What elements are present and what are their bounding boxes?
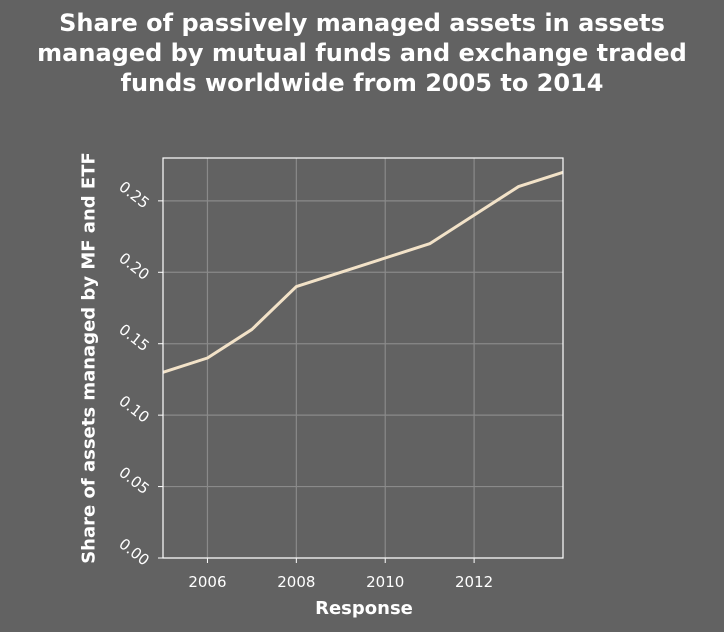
x-tick-label: 2012 (455, 573, 493, 591)
x-tick-label: 2008 (277, 573, 315, 591)
y-tick-label: 0.10 (115, 392, 152, 427)
chart-title-line-1: Share of passively managed assets in ass… (59, 9, 665, 37)
x-axis-label: Response (315, 598, 413, 619)
chart-title-line-2: managed by mutual funds and exchange tra… (37, 39, 687, 67)
x-tick-label: 2010 (366, 573, 404, 591)
plot-frame (162, 157, 564, 559)
series-line (162, 170, 564, 374)
gridlines (158, 158, 563, 563)
series-lines (162, 170, 564, 374)
y-tick-label: 0.00 (115, 535, 152, 570)
chart-title: Share of passively managed assets in ass… (0, 8, 724, 98)
y-axis-label: Share of assets managed by MF and ETF (78, 152, 100, 564)
y-tick-label: 0.20 (115, 249, 152, 284)
y-tick-label: 0.25 (115, 178, 152, 213)
chart-title-line-3: funds worldwide from 2005 to 2014 (120, 69, 604, 97)
y-tick-label: 0.05 (115, 463, 152, 498)
y-tick-label: 0.15 (115, 320, 152, 355)
x-tick-label: 2006 (188, 573, 226, 591)
